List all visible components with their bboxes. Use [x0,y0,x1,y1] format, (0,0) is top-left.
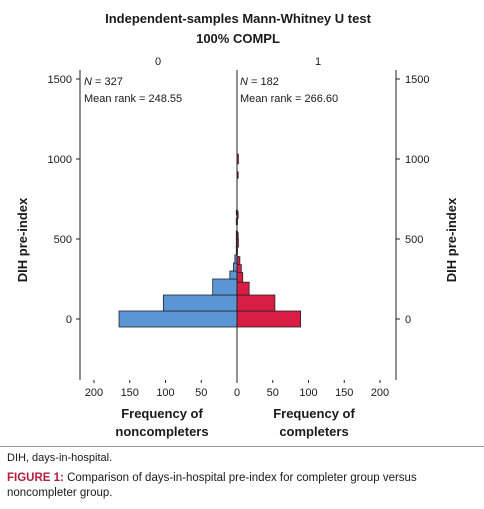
completer-bar-0 [236,310,302,328]
group-label-left: 0 [155,56,161,68]
y-tick-label-left-3: 1500 [48,74,72,86]
chart-subtitle: 100% COMPL [196,31,280,46]
noncompleter-bar-1 [162,294,238,312]
chart-container: Independent-samples Mann-Whitney U test … [0,11,484,447]
x-axis-title-left-line1: Frequency of [121,406,203,421]
completer-bar-3 [236,272,244,283]
completer-bar-4 [236,264,242,274]
x-tick-label-6: 100 [299,387,317,399]
figure-caption-text: Comparison of days-in-hospital pre-index… [7,472,417,499]
stat-n-left: N = 327 [84,76,123,88]
noncompleter-bar-4 [233,262,238,272]
x-axis-title-right-line1: Frequency of [273,406,355,421]
noncompleter-bar-3 [229,270,238,280]
x-axis-title-right-line2: completers [279,424,348,439]
x-tick-label-0: 200 [85,387,103,399]
x-tick-label-4: 0 [234,387,240,399]
stat-rank-right: Mean rank = 266.60 [240,93,338,105]
noncompleter-bar-2 [212,278,238,296]
stat-rank-left: Mean rank = 248.55 [84,93,182,105]
x-tick-label-5: 50 [267,387,279,399]
group-label-right: 1 [315,56,321,68]
figure-caption: FIGURE 1: Comparison of days-in-hospital… [7,471,477,501]
noncompleter-bar-0 [118,310,238,328]
stat-n-right: N = 182 [240,76,279,88]
y-axis-title-right: DIH pre-index [444,197,459,282]
y-tick-label-left-1: 500 [54,234,72,246]
completer-bar-1 [236,294,276,312]
completer-bar-2 [236,281,250,296]
y-tick-label-left-0: 0 [66,314,72,326]
x-tick-label-3: 50 [195,387,207,399]
abbreviation-note: DIH, days-in-hospital. [7,452,113,464]
x-tick-label-7: 150 [335,387,353,399]
y-tick-label-right-2: 1000 [405,154,429,166]
figure-caption-label: FIGURE 1: [7,472,64,484]
y-tick-label-right-1: 500 [405,234,423,246]
y-tick-label-right-0: 0 [405,314,411,326]
x-tick-label-2: 100 [156,387,174,399]
x-tick-label-1: 150 [121,387,139,399]
chart-svg: Independent-samples Mann-Whitney U test … [15,11,459,439]
y-tick-label-left-2: 1000 [48,154,72,166]
chart-title: Independent-samples Mann-Whitney U test [105,11,371,26]
y-tick-label-right-3: 1500 [405,74,429,86]
x-axis-title-left-line2: noncompleters [115,424,208,439]
y-axis-title-left: DIH pre-index [15,197,30,282]
x-tick-label-8: 200 [371,387,389,399]
